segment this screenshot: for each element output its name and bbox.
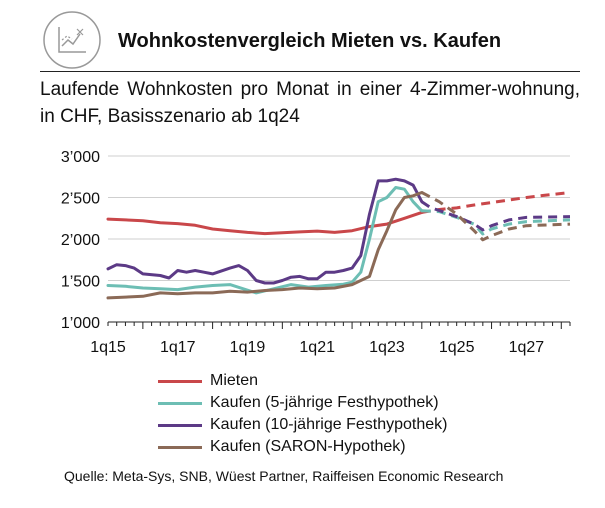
series-forecast-line bbox=[420, 200, 571, 232]
legend-swatch bbox=[158, 379, 202, 383]
x-tick-label: 1q15 bbox=[90, 339, 126, 356]
chart-subtitle: Laufende Wohnkosten pro Monat in einer 4… bbox=[40, 79, 580, 127]
legend-item: Mieten bbox=[158, 370, 447, 392]
series-forecast-line bbox=[421, 191, 571, 214]
legend-label: Kaufen (10-jährige Festhypothek) bbox=[210, 416, 448, 433]
chart-legend: Mieten Kaufen (5-jährige Festhypothek) Kau… bbox=[158, 370, 447, 458]
y-tick-label: 2’500 bbox=[61, 191, 100, 208]
y-tick-label: 1’500 bbox=[61, 274, 100, 291]
legend-label: Kaufen (5-jährige Festhypothek) bbox=[210, 394, 439, 411]
x-tick-label: 1q25 bbox=[439, 339, 475, 356]
chart-title: Wohnkostenvergleich Mieten vs. Kaufen bbox=[118, 30, 502, 52]
legend-item: Kaufen (5-jährige Festhypothek) bbox=[158, 392, 447, 414]
series-line bbox=[106, 210, 424, 236]
legend-item: Kaufen (SARON-Hypothek) bbox=[158, 436, 447, 458]
series-line bbox=[106, 191, 424, 300]
x-tick-label: 1q21 bbox=[299, 339, 335, 356]
legend-item: Kaufen (10-jährige Festhypothek) bbox=[158, 414, 447, 436]
series-forecast-line bbox=[421, 191, 571, 242]
x-tick-label: 1q19 bbox=[230, 339, 266, 356]
x-tick-label: 1q17 bbox=[160, 339, 196, 356]
series-line bbox=[106, 186, 424, 295]
legend-swatch bbox=[158, 423, 202, 427]
y-tick-label: 1’000 bbox=[61, 315, 100, 332]
y-tick-label: 3’000 bbox=[61, 149, 100, 166]
series-forecast-line bbox=[421, 209, 571, 236]
x-tick-label: 1q27 bbox=[509, 339, 545, 356]
series-line bbox=[106, 177, 424, 285]
y-tick-label: 2’000 bbox=[61, 232, 100, 249]
legend-swatch bbox=[158, 445, 202, 449]
title-divider bbox=[40, 71, 580, 72]
chart-source: Quelle: Meta-Sys, SNB, Wüest Partner, Ra… bbox=[64, 468, 504, 484]
line-chart-icon bbox=[43, 11, 101, 69]
legend-label: Mieten bbox=[210, 372, 259, 389]
legend-label: Kaufen (SARON-Hypothek) bbox=[210, 438, 406, 455]
x-tick-label: 1q23 bbox=[369, 339, 405, 356]
legend-swatch bbox=[158, 401, 202, 405]
